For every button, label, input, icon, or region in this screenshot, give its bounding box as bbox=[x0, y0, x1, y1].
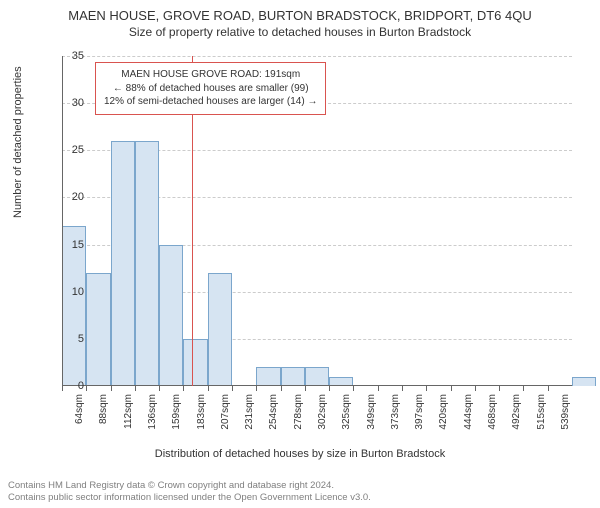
footer-line-2: Contains public sector information licen… bbox=[8, 492, 371, 504]
x-tick-label: 88sqm bbox=[98, 394, 109, 444]
x-tick-label: 444sqm bbox=[463, 394, 474, 444]
x-tick-mark bbox=[523, 386, 524, 391]
x-tick-label: 349sqm bbox=[366, 394, 377, 444]
x-tick-mark bbox=[353, 386, 354, 391]
x-tick-label: 159sqm bbox=[171, 394, 182, 444]
annotation-box: MAEN HOUSE GROVE ROAD: 191sqm← 88% of de… bbox=[95, 62, 326, 115]
x-tick-mark bbox=[232, 386, 233, 391]
x-tick-label: 539sqm bbox=[560, 394, 571, 444]
y-tick-label: 30 bbox=[54, 97, 84, 109]
x-tick-mark bbox=[183, 386, 184, 391]
x-tick-label: 468sqm bbox=[487, 394, 498, 444]
x-tick-label: 325sqm bbox=[341, 394, 352, 444]
x-tick-mark bbox=[256, 386, 257, 391]
y-axis-label: Number of detached properties bbox=[12, 66, 24, 218]
x-tick-mark bbox=[111, 386, 112, 391]
x-tick-mark bbox=[281, 386, 282, 391]
histogram-bar bbox=[135, 141, 159, 386]
x-tick-mark bbox=[135, 386, 136, 391]
x-tick-label: 278sqm bbox=[293, 394, 304, 444]
x-axis-label: Distribution of detached houses by size … bbox=[0, 448, 600, 460]
x-tick-mark bbox=[86, 386, 87, 391]
y-tick-label: 35 bbox=[54, 50, 84, 62]
histogram-bar bbox=[572, 377, 596, 386]
x-tick-label: 373sqm bbox=[390, 394, 401, 444]
histogram-plot: MAEN HOUSE GROVE ROAD: 191sqm← 88% of de… bbox=[62, 56, 572, 386]
histogram-bar bbox=[183, 339, 207, 386]
y-tick-label: 25 bbox=[54, 144, 84, 156]
y-tick-label: 20 bbox=[54, 191, 84, 203]
x-tick-mark bbox=[378, 386, 379, 391]
x-tick-label: 515sqm bbox=[536, 394, 547, 444]
x-tick-mark bbox=[208, 386, 209, 391]
x-axis-line bbox=[62, 385, 572, 386]
x-tick-label: 492sqm bbox=[511, 394, 522, 444]
footer-line-1: Contains HM Land Registry data © Crown c… bbox=[8, 480, 371, 492]
x-tick-label: 112sqm bbox=[123, 394, 134, 444]
histogram-bar bbox=[159, 245, 183, 386]
histogram-bar bbox=[111, 141, 135, 386]
x-tick-mark bbox=[475, 386, 476, 391]
histogram-bar bbox=[86, 273, 110, 386]
x-tick-mark bbox=[159, 386, 160, 391]
x-tick-mark bbox=[548, 386, 549, 391]
x-tick-label: 420sqm bbox=[438, 394, 449, 444]
histogram-bar bbox=[281, 367, 305, 386]
x-tick-mark bbox=[451, 386, 452, 391]
x-tick-mark bbox=[329, 386, 330, 391]
page-title: MAEN HOUSE, GROVE ROAD, BURTON BRADSTOCK… bbox=[0, 8, 600, 23]
annotation-line: ← 88% of detached houses are smaller (99… bbox=[104, 82, 317, 96]
x-tick-label: 136sqm bbox=[147, 394, 158, 444]
x-tick-mark bbox=[402, 386, 403, 391]
annotation-line: MAEN HOUSE GROVE ROAD: 191sqm bbox=[104, 68, 317, 82]
histogram-bar bbox=[208, 273, 232, 386]
x-tick-mark bbox=[499, 386, 500, 391]
x-tick-label: 64sqm bbox=[74, 394, 85, 444]
x-tick-label: 207sqm bbox=[220, 394, 231, 444]
x-tick-mark bbox=[305, 386, 306, 391]
y-tick-label: 10 bbox=[54, 286, 84, 298]
x-tick-label: 302sqm bbox=[317, 394, 328, 444]
grid-line bbox=[62, 56, 572, 58]
x-tick-label: 231sqm bbox=[244, 394, 255, 444]
footer-attribution: Contains HM Land Registry data © Crown c… bbox=[8, 480, 371, 504]
y-tick-label: 0 bbox=[54, 380, 84, 392]
y-tick-label: 5 bbox=[54, 333, 84, 345]
x-tick-label: 183sqm bbox=[196, 394, 207, 444]
annotation-line: 12% of semi-detached houses are larger (… bbox=[104, 95, 317, 109]
page-subtitle: Size of property relative to detached ho… bbox=[0, 25, 600, 39]
x-tick-label: 397sqm bbox=[414, 394, 425, 444]
x-tick-mark bbox=[426, 386, 427, 391]
histogram-bar bbox=[256, 367, 280, 386]
y-tick-label: 15 bbox=[54, 239, 84, 251]
histogram-bar bbox=[305, 367, 329, 386]
chart-area: MAEN HOUSE GROVE ROAD: 191sqm← 88% of de… bbox=[62, 56, 572, 386]
x-tick-label: 254sqm bbox=[268, 394, 279, 444]
